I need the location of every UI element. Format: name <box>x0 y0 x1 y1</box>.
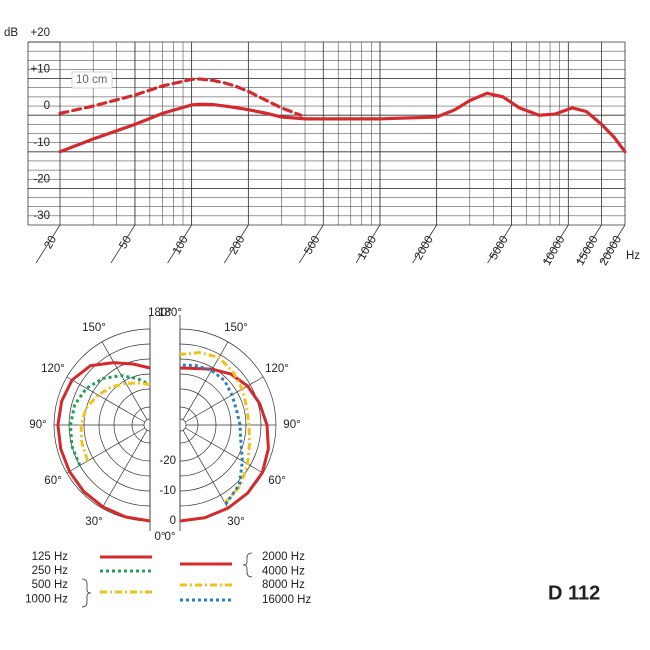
legend-label: 500 Hz <box>32 579 69 591</box>
y-tick-label: -20 <box>33 173 50 185</box>
polar-center <box>179 418 187 432</box>
polar-center <box>143 418 151 432</box>
tick-mark <box>543 224 569 264</box>
angle-label: 90° <box>283 419 300 431</box>
polar-spoke <box>182 341 229 420</box>
angle-label: 180° <box>158 307 182 319</box>
annotation: 10 cm <box>76 74 107 86</box>
polar-spoke <box>182 430 229 509</box>
y-tick-label: +20 <box>30 27 50 39</box>
polar-curve <box>79 381 151 462</box>
x-tick-label: 15000 <box>574 234 600 268</box>
tick-mark <box>35 224 61 264</box>
angle-label: 120° <box>265 363 289 375</box>
angle-label: 180° <box>148 307 172 319</box>
x-tick-label: 200 <box>228 234 248 257</box>
angle-label: 0° <box>165 531 176 543</box>
response-curve <box>58 91 627 154</box>
legend-label: 2000 Hz <box>262 551 305 563</box>
polar-spoke <box>185 376 264 423</box>
angle-label: 150° <box>82 322 106 334</box>
x-tick-label: 1000 <box>356 234 379 262</box>
tick-mark <box>487 224 512 264</box>
angle-label: 30° <box>85 516 102 528</box>
x-axis-label: Hz <box>626 250 640 262</box>
x-tick-label: 20 <box>42 234 59 251</box>
radius-label: -20 <box>159 455 176 467</box>
tick-mark <box>110 224 136 264</box>
radius-label: 0 <box>170 515 176 527</box>
y-tick-label: 0 <box>44 100 50 112</box>
legend-brace <box>81 578 92 608</box>
x-tick-label: 2000 <box>413 234 436 262</box>
angle-label: 90° <box>29 419 46 431</box>
angle-label: 30° <box>227 516 244 528</box>
y-axis-label: dB <box>4 27 18 39</box>
polar-spoke <box>101 341 148 420</box>
angle-label: 120° <box>41 363 65 375</box>
polar-curve <box>179 351 252 504</box>
legend-label: 8000 Hz <box>262 579 305 591</box>
legend-label: 250 Hz <box>32 565 69 577</box>
model-name: D 112 <box>548 582 600 604</box>
legend-label: 4000 Hz <box>262 565 305 577</box>
radius-label: -10 <box>159 485 176 497</box>
x-tick-label: 50 <box>117 234 134 251</box>
tick-mark <box>577 224 602 264</box>
polar-spoke <box>66 376 145 423</box>
polar-spoke <box>185 427 264 474</box>
polar-spoke <box>101 430 148 509</box>
angle-label: 60° <box>44 475 61 487</box>
tick-mark <box>412 224 438 264</box>
annotation-box <box>71 71 113 89</box>
polar-curve <box>56 361 151 523</box>
legend-label: 1000 Hz <box>25 593 68 605</box>
x-tick-label: 10000 <box>541 234 567 268</box>
angle-label: 60° <box>268 475 285 487</box>
tick-mark <box>223 224 249 264</box>
tick-mark <box>298 224 324 264</box>
x-tick-label: 100 <box>171 234 191 257</box>
tick-mark <box>600 224 626 264</box>
response-curve <box>58 77 303 117</box>
polar-spoke <box>66 427 145 474</box>
angle-label: 150° <box>224 322 248 334</box>
y-tick-label: +10 <box>30 64 50 76</box>
x-tick-label: 500 <box>303 234 323 257</box>
legend-label: 16000 Hz <box>262 594 311 606</box>
tick-mark <box>167 224 192 264</box>
legend-brace <box>242 552 253 578</box>
y-tick-label: -30 <box>33 210 50 222</box>
tick-mark <box>355 224 381 264</box>
legend-label: 125 Hz <box>32 551 69 563</box>
angle-label: 0° <box>155 531 166 543</box>
x-tick-label: 20000 <box>598 234 624 268</box>
x-tick-label: 5000 <box>488 234 511 262</box>
polar-curve <box>179 366 270 523</box>
y-tick-label: -10 <box>33 137 50 149</box>
